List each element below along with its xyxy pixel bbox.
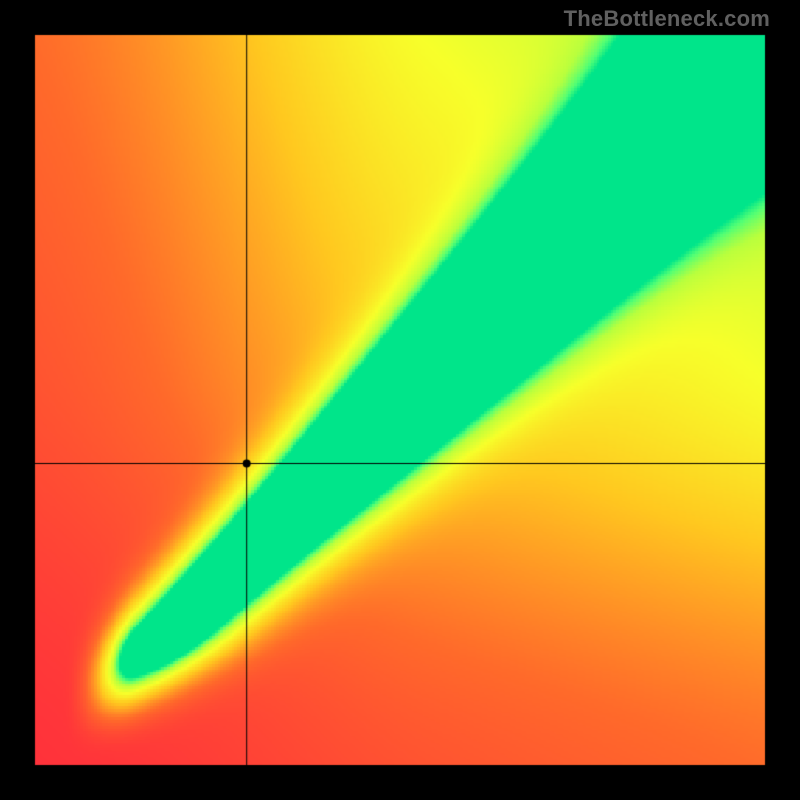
heatmap-canvas (0, 0, 800, 800)
watermark-text: TheBottleneck.com (564, 6, 770, 32)
